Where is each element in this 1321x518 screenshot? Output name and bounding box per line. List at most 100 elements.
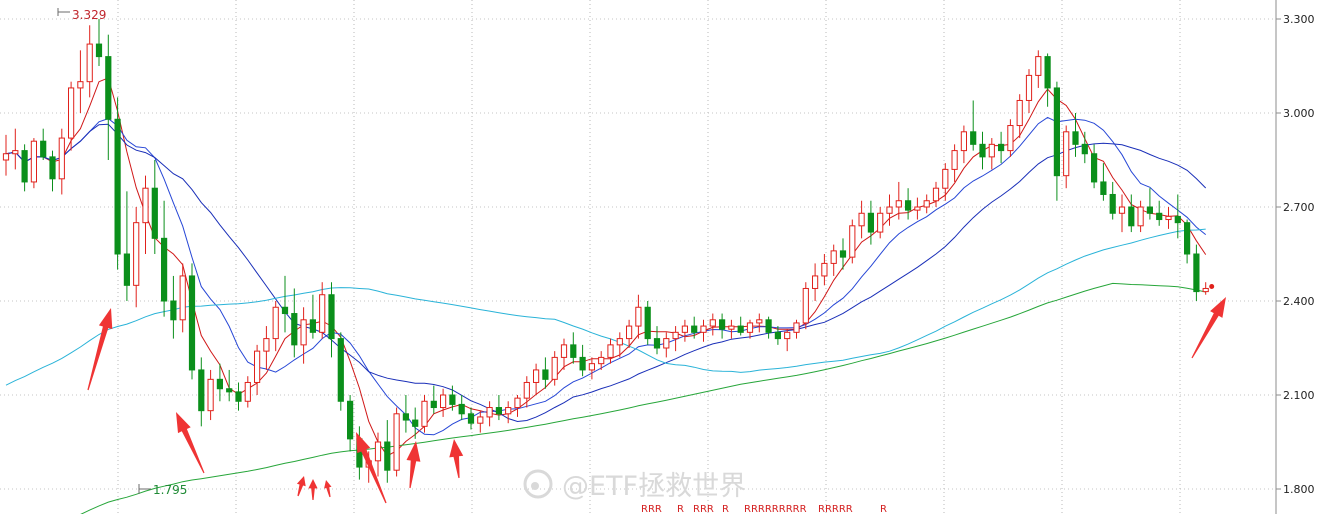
- candle-body-90: [839, 250, 847, 258]
- candle-body-120: [1118, 206, 1126, 214]
- candle-body-62: [579, 356, 586, 371]
- candle-body-43: [402, 413, 409, 421]
- candle-body-94: [877, 212, 884, 233]
- candle-body-42: [393, 413, 400, 471]
- candle-body-92: [858, 212, 865, 227]
- max-value-label: 3.329: [72, 8, 106, 22]
- bottom-marker-6: R: [880, 504, 887, 514]
- candle-body-97: [905, 200, 912, 211]
- arrow-icon-3: [308, 479, 318, 500]
- candle-body-11: [105, 56, 112, 120]
- candle-body-115: [1072, 131, 1079, 145]
- bottom-markers: RRR R RRR R RRRRRRRRR RRRRR R: [641, 504, 887, 515]
- candle-body-74: [691, 325, 698, 333]
- candle-body-60: [560, 344, 568, 358]
- candle-body-98: [914, 206, 921, 211]
- candle-body-53: [495, 407, 502, 415]
- candle-body-106: [988, 143, 995, 158]
- candle-body-114: [1063, 131, 1070, 177]
- candle-body-110: [1025, 74, 1033, 101]
- candle-body-33: [309, 319, 316, 333]
- arrow-icon-6: [406, 441, 421, 489]
- candle-body-24: [226, 388, 233, 393]
- candle-body-16: [151, 187, 158, 239]
- candle-body-20: [188, 275, 196, 371]
- candles: [2, 19, 1215, 483]
- arrow-icon-1: [176, 412, 205, 474]
- candle-body-12: [114, 118, 121, 255]
- y-axis: 1.800 2.100 2.400 2.700 3.000 3.300: [1275, 0, 1315, 514]
- candle-body-49: [458, 403, 465, 415]
- candle-body-78: [728, 325, 735, 330]
- y-tick-label-3: 2.700: [1283, 201, 1315, 214]
- ma60-line: [5, 228, 1206, 386]
- candle-body-34: [319, 294, 326, 333]
- arrow-icon-2: [296, 476, 306, 497]
- candle-body-5: [49, 156, 56, 180]
- candle-body-19: [179, 275, 186, 321]
- y-tick-label-5: 3.300: [1283, 13, 1315, 26]
- candle-body-79: [737, 325, 744, 333]
- candle-body-14: [133, 222, 140, 286]
- candle-body-44: [412, 419, 419, 427]
- candle-body-65: [607, 344, 614, 358]
- candle-body-22: [207, 378, 214, 412]
- arrow-icon-5: [356, 432, 387, 504]
- weibo-logo-eye-icon: [531, 482, 539, 490]
- red-arrows: [87, 297, 1226, 504]
- ma5-line: [5, 77, 1207, 457]
- candle-body-58: [542, 369, 549, 380]
- candle-body-46: [430, 400, 437, 409]
- candle-body-18: [170, 300, 177, 321]
- candle-body-29: [272, 306, 279, 340]
- candle-body-51: [477, 416, 484, 424]
- candle-body-13: [123, 253, 131, 286]
- candle-body-95: [886, 206, 893, 214]
- candle-body-59: [551, 356, 558, 380]
- candle-body-70: [653, 338, 661, 349]
- candle-body-40: [374, 441, 382, 462]
- bottom-marker-2: RRR: [693, 504, 714, 514]
- candle-body-68: [635, 306, 642, 327]
- candle-body-23: [216, 378, 224, 390]
- candle-body-113: [1053, 87, 1061, 177]
- candle-body-1: [12, 150, 19, 155]
- candle-body-50: [467, 413, 475, 424]
- candle-body-72: [672, 331, 679, 340]
- candle-body-25: [235, 391, 242, 402]
- arrow-icon-4: [324, 480, 332, 498]
- candle-body-4: [40, 140, 47, 158]
- candle-body-67: [626, 325, 633, 340]
- candle-body-101: [942, 168, 949, 189]
- candle-body-96: [895, 200, 902, 208]
- candle-body-17: [161, 237, 168, 302]
- candle-body-36: [337, 338, 344, 402]
- weibo-logo-icon: [523, 469, 553, 499]
- candle-body-83: [774, 331, 781, 340]
- candle-body-105: [979, 143, 986, 158]
- candle-body-21: [198, 369, 205, 412]
- candle-body-119: [1109, 193, 1116, 214]
- bottom-marker-1: R: [677, 504, 684, 514]
- candle-body-76: [709, 319, 716, 327]
- candle-body-9: [86, 43, 93, 83]
- y-tick-label-2: 2.400: [1283, 295, 1315, 308]
- candle-body-7: [68, 87, 75, 139]
- candle-body-103: [960, 131, 967, 152]
- ma10-line: [5, 116, 1207, 436]
- candle-body-10: [95, 43, 103, 58]
- watermark-text: @ETF拯救世界: [562, 471, 746, 502]
- candle-body-54: [505, 407, 512, 415]
- candle-body-28: [263, 338, 270, 352]
- annotations: 3.329 1.795: [57, 8, 187, 497]
- bottom-marker-4: RRRRRRRRR: [744, 504, 807, 514]
- candle-body-122: [1137, 206, 1144, 227]
- y-tick-label-1: 2.100: [1283, 389, 1315, 402]
- candle-body-125: [1165, 215, 1172, 221]
- candle-body-86: [802, 287, 809, 324]
- candle-body-26: [244, 381, 251, 402]
- candle-body-32: [300, 319, 307, 346]
- candle-body-121: [1128, 206, 1135, 227]
- candle-body-35: [328, 294, 335, 340]
